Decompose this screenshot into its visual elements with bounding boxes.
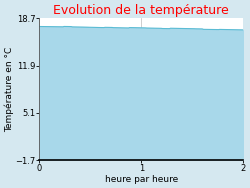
Title: Evolution de la température: Evolution de la température (54, 4, 229, 17)
X-axis label: heure par heure: heure par heure (105, 175, 178, 184)
Y-axis label: Température en °C: Température en °C (4, 47, 14, 132)
